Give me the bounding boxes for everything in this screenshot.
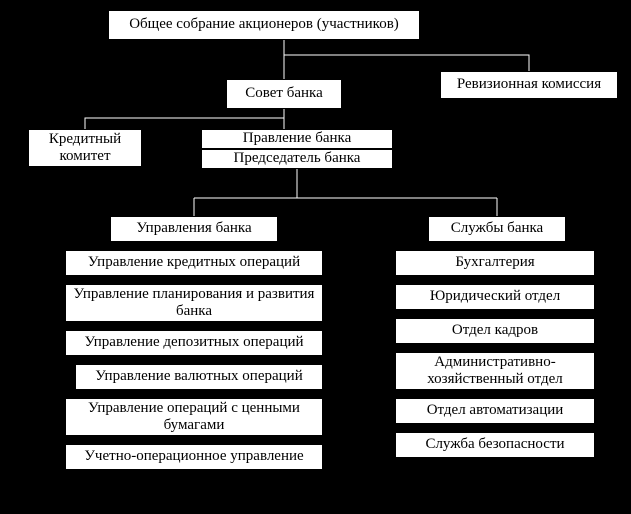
node-label: Управление кредитных операций (88, 254, 300, 271)
node-label: Юридический отдел (430, 288, 560, 305)
node-label: Служба безопасности (425, 436, 564, 453)
node-label: Правление банка (243, 130, 352, 147)
node-label: Председатель банка (234, 150, 361, 167)
node-chairman: Председатель банка (201, 149, 393, 169)
node-svc_auto: Отдел автоматизации (395, 398, 595, 424)
node-label: Ревизионная комиссия (457, 76, 601, 93)
node-label: Кредитный комитет (33, 131, 137, 166)
node-label: Учетно-операционное управление (84, 448, 303, 465)
node-council: Совет банка (226, 79, 342, 109)
node-assembly: Общее собрание акционеров (участников) (108, 10, 420, 40)
node-svc_admin: Административно-хозяйственный отдел (395, 352, 595, 390)
node-label: Совет банка (245, 85, 323, 102)
node-credit: Кредитный комитет (28, 129, 142, 167)
node-label: Управление валютных операций (95, 368, 302, 385)
node-dir_credit: Управление кредитных операций (65, 250, 323, 276)
node-label: Службы банка (451, 220, 543, 237)
node-label: Управления банка (136, 220, 251, 237)
node-dir_acct: Учетно-операционное управление (65, 444, 323, 470)
node-label: Отдел кадров (452, 322, 538, 339)
node-dir_header: Управления банка (110, 216, 278, 242)
node-label: Управление планирования и развития банка (70, 286, 318, 321)
node-dir_deposit: Управление депозитных операций (65, 330, 323, 356)
node-label: Административно-хозяйственный отдел (400, 354, 590, 389)
node-dir_securities: Управление операций с ценными бумагами (65, 398, 323, 436)
edge (284, 55, 529, 71)
node-svc_acct: Бухгалтерия (395, 250, 595, 276)
edge (85, 118, 284, 129)
node-svc_legal: Юридический отдел (395, 284, 595, 310)
node-svc_hr: Отдел кадров (395, 318, 595, 344)
org-chart-stage: Общее собрание акционеров (участников) Со… (0, 0, 631, 514)
node-label: Управление операций с ценными бумагами (70, 400, 318, 435)
node-svc_header: Службы банка (428, 216, 566, 242)
node-dir_plan: Управление планирования и развития банка (65, 284, 323, 322)
node-label: Отдел автоматизации (427, 402, 564, 419)
node-revision: Ревизионная комиссия (440, 71, 618, 99)
node-dir_currency: Управление валютных операций (75, 364, 323, 390)
node-board: Правление банка (201, 129, 393, 149)
node-label: Общее собрание акционеров (участников) (129, 16, 399, 33)
node-label: Бухгалтерия (455, 254, 534, 271)
node-svc_security: Служба безопасности (395, 432, 595, 458)
node-label: Управление депозитных операций (84, 334, 303, 351)
